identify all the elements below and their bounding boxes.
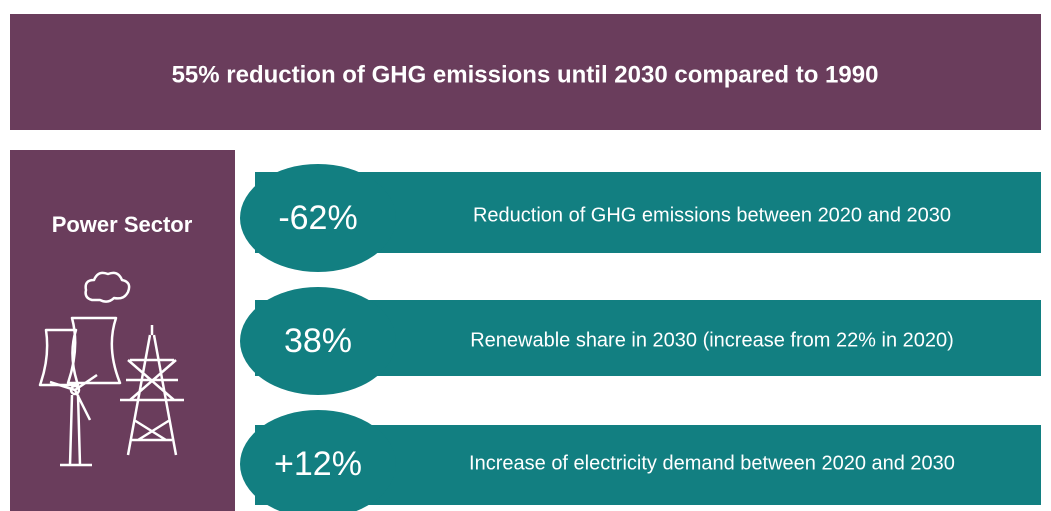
sector-label: Power Sector [52, 212, 193, 237]
row-description: Reduction of GHG emissions between 2020 … [473, 204, 951, 226]
sector-panel [10, 150, 235, 511]
row-value: +12% [274, 445, 362, 483]
infographic: 55% reduction of GHG emissions until 203… [0, 0, 1051, 511]
row-value: -62% [278, 199, 357, 237]
banner-text: 55% reduction of GHG emissions until 203… [172, 61, 879, 88]
row-value: 38% [284, 322, 352, 360]
row-description: Increase of electricity demand between 2… [469, 452, 955, 474]
row-description: Renewable share in 2030 (increase from 2… [470, 329, 954, 351]
